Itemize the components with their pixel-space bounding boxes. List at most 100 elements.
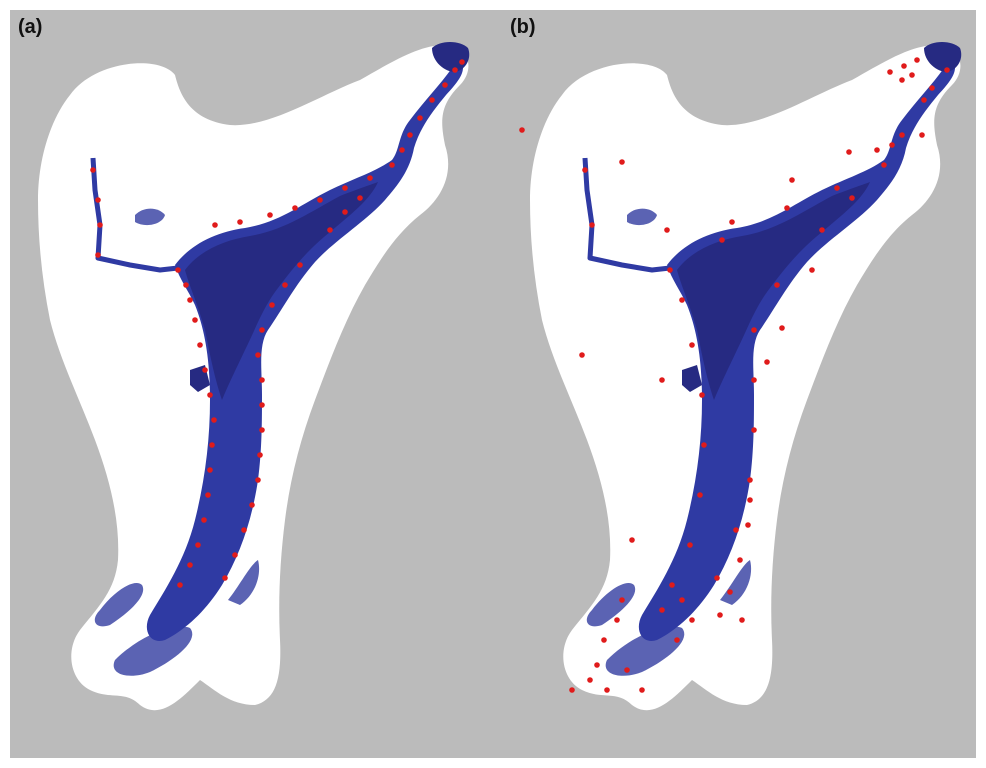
sample-point: [714, 575, 720, 581]
sample-point: [187, 297, 193, 303]
sample-point: [195, 542, 201, 548]
sample-point: [267, 212, 273, 218]
sample-point: [701, 442, 707, 448]
sample-point: [249, 502, 255, 508]
shallow-water: [113, 626, 193, 676]
sample-point: [297, 262, 303, 268]
sample-point: [207, 392, 213, 398]
lake-water: [638, 62, 956, 641]
sample-point: [849, 195, 855, 201]
sample-point: [442, 82, 448, 88]
sample-point: [733, 527, 739, 533]
sample-point: [211, 417, 217, 423]
sample-point: [569, 687, 575, 693]
sample-point: [519, 127, 525, 133]
sample-point: [679, 597, 685, 603]
sample-point: [197, 342, 203, 348]
sample-point: [589, 222, 595, 228]
sample-point: [222, 575, 228, 581]
sample-point: [929, 85, 935, 91]
sample-point: [201, 517, 207, 523]
sample-point: [259, 327, 265, 333]
sample-point: [679, 297, 685, 303]
sample-point: [175, 267, 181, 273]
sample-point: [619, 159, 625, 165]
sample-point: [764, 359, 770, 365]
sample-point: [282, 282, 288, 288]
panel-b-map: [519, 42, 962, 711]
sample-point: [207, 467, 213, 473]
sample-point: [834, 185, 840, 191]
sample-point: [317, 197, 323, 203]
sample-point: [789, 177, 795, 183]
sample-point: [717, 612, 723, 618]
sample-point: [745, 522, 751, 528]
sample-point: [95, 197, 101, 203]
sample-point: [601, 637, 607, 643]
sample-point: [779, 325, 785, 331]
harbor-inlet: [682, 365, 702, 392]
deep-water: [677, 182, 870, 400]
sample-point: [342, 209, 348, 215]
sample-point: [357, 195, 363, 201]
outlet-basin: [432, 42, 470, 72]
sample-point: [587, 677, 593, 683]
sample-point: [727, 589, 733, 595]
sample-point: [187, 562, 193, 568]
sample-point: [697, 492, 703, 498]
sample-points: [519, 57, 950, 693]
outlet-basin: [924, 42, 962, 72]
sample-point: [874, 147, 880, 153]
sample-point: [259, 402, 265, 408]
sample-point: [751, 327, 757, 333]
sample-point: [719, 237, 725, 243]
sample-point: [784, 205, 790, 211]
sample-point: [183, 282, 189, 288]
sample-point: [921, 97, 927, 103]
sample-point: [97, 222, 103, 228]
sample-point: [619, 597, 625, 603]
shallow-water: [720, 560, 752, 605]
sample-point: [639, 687, 645, 693]
sample-point: [819, 227, 825, 233]
sample-point: [367, 175, 373, 181]
shallow-water: [135, 208, 165, 226]
sample-point: [594, 662, 600, 668]
sample-point: [241, 527, 247, 533]
sample-point: [751, 377, 757, 383]
sample-point: [259, 427, 265, 433]
sample-points: [90, 59, 465, 588]
sample-point: [192, 317, 198, 323]
sample-point: [624, 667, 630, 673]
sample-point: [209, 442, 215, 448]
sample-point: [944, 67, 950, 73]
inflow-channel: [582, 157, 671, 273]
sample-point: [887, 69, 893, 75]
sample-point: [664, 227, 670, 233]
shallow-water: [94, 582, 144, 627]
sample-point: [809, 267, 815, 273]
sample-point: [729, 219, 735, 225]
sample-point: [259, 377, 265, 383]
sample-point: [689, 617, 695, 623]
sample-point: [846, 149, 852, 155]
sample-point: [255, 352, 261, 358]
lake-water: [146, 62, 464, 641]
sample-point: [255, 477, 261, 483]
sample-point: [95, 252, 101, 258]
sample-point: [237, 219, 243, 225]
sample-point: [452, 67, 458, 73]
panel-b-label: (b): [510, 16, 536, 38]
deep-water: [185, 182, 378, 400]
sample-point: [417, 115, 423, 121]
sample-point: [177, 582, 183, 588]
sample-point: [202, 367, 208, 373]
sample-point: [327, 227, 333, 233]
sample-point: [899, 77, 905, 83]
sample-point: [604, 687, 610, 693]
sample-point: [881, 162, 887, 168]
sample-point: [269, 302, 275, 308]
sample-point: [901, 63, 907, 69]
panel-a-label: (a): [18, 16, 43, 38]
sample-point: [90, 167, 96, 173]
